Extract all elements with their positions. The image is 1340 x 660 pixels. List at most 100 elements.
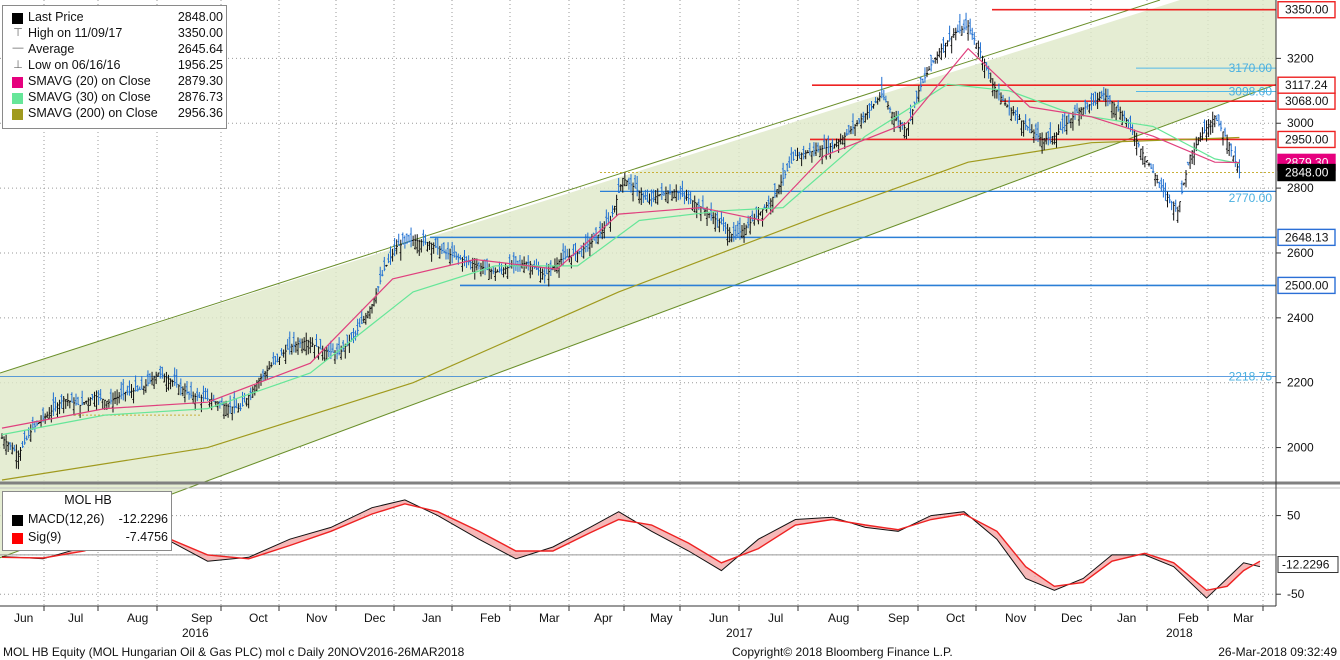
price-tick-label: 2000 [1287, 441, 1314, 455]
legend-row: Last Price 2848.00 [3, 10, 228, 26]
month-label: Jan [422, 611, 441, 625]
legend-label: SMAVG (20) on Close [28, 74, 151, 88]
legend-value: 1956.25 [177, 58, 223, 72]
fib-label: 2770.00 [1229, 191, 1273, 205]
price-tag [1277, 276, 1336, 295]
channel-upper-line [0, 0, 1161, 374]
legend-swatch-icon [12, 109, 23, 120]
sma30-path [1, 83, 1240, 436]
year-label: 2017 [726, 626, 753, 640]
price-tag-label: 2950.00 [1285, 132, 1329, 146]
month-label: Dec [1061, 611, 1082, 625]
month-label: Mar [1233, 611, 1254, 625]
legend-label: SMAVG (30) on Close [28, 90, 151, 104]
month-label: Sep [888, 611, 910, 625]
sma200-line [1, 136, 1240, 481]
price-tag [1277, 163, 1336, 182]
macd-last-tag-label: -12.2296 [1282, 558, 1330, 572]
footer-timestamp: 26-Mar-2018 09:32:49 [1218, 645, 1337, 659]
price-tick-label: 2400 [1287, 311, 1314, 325]
month-label: Jun [709, 611, 728, 625]
sma30-line [1, 83, 1240, 436]
legend-row: SMAVG (30) on Close 2876.73 [3, 90, 228, 106]
legend-row: — Average 2645.64 [3, 42, 228, 58]
average-marker-icon: — [12, 42, 24, 54]
fib-label: 2218.75 [1229, 370, 1273, 384]
month-label: Aug [127, 611, 148, 625]
signal-label: Sig(9) [28, 530, 62, 544]
footer-copyright: Copyright© 2018 Bloomberg Finance L.P. [732, 645, 953, 659]
price-tag-label: 2500.00 [1285, 278, 1329, 292]
high-marker-icon: ⊤ [13, 27, 23, 39]
price-tag-label: 2848.00 [1285, 166, 1329, 180]
legend-label: SMAVG (200) on Close [28, 106, 158, 120]
macd-last-tag [1277, 556, 1339, 574]
price-tag-label: 3068.00 [1285, 94, 1329, 108]
fib-label: 3170.00 [1229, 61, 1273, 75]
macd-value: -12.2296 [118, 512, 168, 526]
legend-value: 2645.64 [177, 42, 223, 56]
legend-value: 3350.00 [177, 26, 223, 40]
month-label: Jan [1117, 611, 1136, 625]
legend-value: 2876.73 [177, 90, 223, 104]
signal-legend-row: Sig(9) -7.4756 [3, 530, 173, 546]
legend-swatch-icon [12, 77, 23, 88]
macd-panel [0, 481, 1340, 599]
legend-swatch-icon [12, 13, 23, 24]
legend-label: High on 11/09/17 [28, 26, 123, 40]
sma20-line [1, 47, 1240, 429]
price-tag-label: 3350.00 [1285, 3, 1329, 17]
macd-tick-label: 50 [1287, 509, 1301, 523]
price-tag-label: 3117.24 [1285, 78, 1328, 92]
price-tag [1277, 228, 1336, 247]
month-label: Feb [480, 611, 501, 625]
price-tick-label: 3000 [1287, 116, 1314, 130]
legend-row: SMAVG (20) on Close 2879.30 [3, 74, 228, 90]
month-label: Dec [364, 611, 385, 625]
price-tag [1277, 1, 1336, 19]
footer: MOL HB Equity (MOL Hungarian Oil & Gas P… [3, 645, 1337, 659]
month-label: Sep [191, 611, 213, 625]
month-label: Jul [68, 611, 83, 625]
month-label: Oct [946, 611, 965, 625]
macd-legend-row: MACD(12,26) -12.2296 [3, 512, 173, 528]
signal-swatch [12, 533, 23, 544]
macd-swatch [12, 515, 23, 526]
sma20-path [1, 47, 1240, 429]
legend-row: SMAVG (200) on Close 2956.36 [3, 106, 228, 122]
legend-label: Last Price [28, 10, 84, 24]
month-label: Nov [1005, 611, 1026, 625]
legend-value: 2879.30 [177, 74, 223, 88]
macd-line [1, 499, 1261, 599]
legend-row: ⊤ High on 11/09/17 3350.00 [3, 26, 228, 42]
month-label: Nov [306, 611, 327, 625]
price-tick-label: 2600 [1287, 246, 1314, 260]
price-tick-label: 2200 [1287, 376, 1314, 390]
footer-ticker: MOL HB Equity (MOL Hungarian Oil & Gas P… [3, 645, 465, 659]
month-label: Mar [539, 611, 560, 625]
month-label: Jul [768, 611, 783, 625]
macd-tick-label: -50 [1287, 587, 1305, 601]
signal-value: -7.4756 [125, 530, 168, 544]
legend-swatch-icon [12, 93, 23, 104]
price-tick-label: 3200 [1287, 51, 1314, 65]
month-label: Oct [249, 611, 268, 625]
fib-label: 3098.00 [1229, 84, 1273, 98]
macd-label: MACD(12,26) [28, 512, 105, 526]
month-label: Apr [594, 611, 613, 625]
price-tag [1277, 92, 1336, 110]
year-label: 2016 [182, 626, 209, 640]
month-label: Jun [14, 611, 33, 625]
legend-row: ⊥ Low on 06/16/16 1956.25 [3, 58, 228, 74]
axes: 2000 2200 2400 2600 2800 3000 3200 50 -50 Jun Jul A… [0, 0, 1314, 640]
legend-label: Average [28, 42, 75, 56]
signal-line [1, 503, 1261, 592]
price-bars [0, 12, 1241, 470]
macd-legend: MOL HB MACD(12,26) -12.2296 Sig(9) -7.47… [2, 491, 172, 551]
legend-value: 2956.36 [177, 106, 223, 120]
channel-lower-line [0, 83, 1277, 559]
price-tick-label: 2800 [1287, 181, 1314, 195]
price-tags: 3350.003117.243068.002950.002879.302848.… [1277, 1, 1339, 574]
low-marker-icon: ⊥ [13, 59, 23, 71]
